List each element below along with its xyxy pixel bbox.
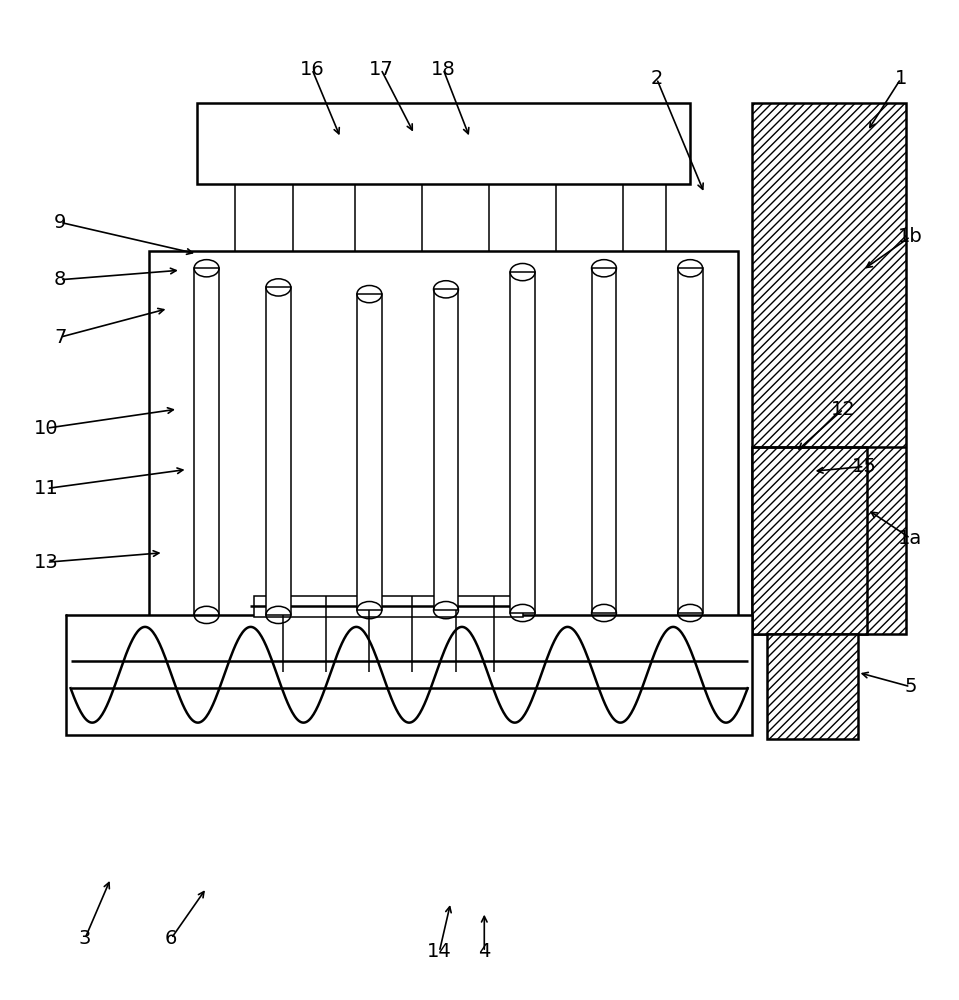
- Text: 10: 10: [35, 419, 58, 438]
- Text: 3: 3: [79, 929, 91, 948]
- Text: 18: 18: [431, 60, 456, 79]
- Text: 1b: 1b: [898, 227, 923, 246]
- Text: 6: 6: [165, 929, 177, 948]
- Bar: [66, 615, 753, 735]
- Bar: [510, 272, 535, 613]
- Text: 14: 14: [427, 942, 452, 961]
- Text: 8: 8: [54, 270, 66, 289]
- Bar: [266, 287, 291, 615]
- Bar: [357, 294, 382, 610]
- Text: 2: 2: [650, 69, 663, 88]
- Text: 1: 1: [895, 69, 907, 88]
- Text: 16: 16: [299, 60, 324, 79]
- Bar: [678, 268, 703, 613]
- Bar: [767, 634, 857, 739]
- Bar: [149, 251, 738, 672]
- Text: 15: 15: [852, 457, 877, 476]
- Bar: [753, 103, 905, 634]
- Text: 12: 12: [831, 400, 855, 419]
- Text: 5: 5: [904, 677, 917, 696]
- Bar: [592, 268, 617, 613]
- Text: 4: 4: [479, 942, 490, 961]
- Text: 13: 13: [35, 553, 59, 572]
- Bar: [254, 596, 523, 617]
- Bar: [194, 268, 219, 615]
- Text: 7: 7: [54, 328, 66, 347]
- Text: 17: 17: [368, 60, 393, 79]
- Text: 11: 11: [35, 479, 59, 498]
- Bar: [197, 103, 690, 184]
- Text: 9: 9: [54, 213, 66, 232]
- Text: 1a: 1a: [899, 529, 923, 548]
- Bar: [433, 289, 458, 610]
- Bar: [753, 447, 867, 634]
